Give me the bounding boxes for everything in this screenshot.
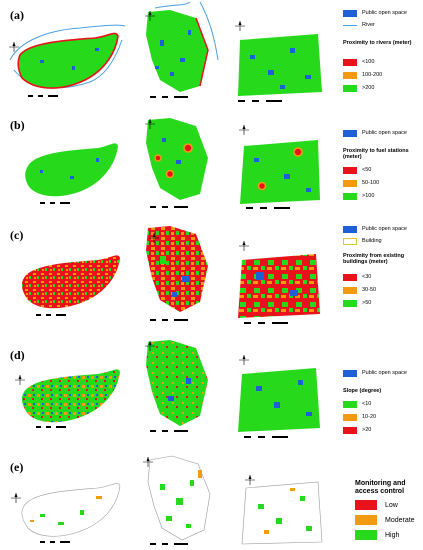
- scale-bar-icon: [40, 202, 70, 204]
- legend-label: 30-50: [362, 287, 377, 293]
- legend-label: 10-20: [362, 414, 377, 420]
- scale-bar-icon: [36, 314, 66, 316]
- red-swatch: [355, 500, 377, 510]
- scale-bar-icon: [244, 322, 288, 324]
- open-space-swatch: [343, 226, 357, 233]
- green-swatch: [343, 300, 357, 307]
- orange-swatch: [343, 180, 357, 187]
- legend-label: <100: [362, 59, 375, 65]
- north-arrow-icon: [145, 341, 155, 351]
- red-swatch: [343, 427, 357, 434]
- river-swatch: [343, 25, 357, 26]
- legend-label: Public open space: [362, 226, 407, 232]
- panel-label: (d): [10, 348, 25, 362]
- orange-swatch: [355, 515, 377, 525]
- north-arrow-icon: [145, 119, 155, 129]
- north-arrow-icon: [15, 375, 25, 385]
- legend-label: <30: [362, 274, 372, 280]
- map-district-1: [21, 226, 320, 324]
- north-arrow-icon: [239, 125, 249, 135]
- legend-label: >200: [362, 85, 375, 91]
- north-arrow-icon: [239, 241, 249, 251]
- scale-bar-icon: [36, 426, 66, 428]
- legend-label: Low: [385, 502, 398, 509]
- legend-label: High: [385, 532, 400, 539]
- north-arrow-icon: [235, 21, 245, 31]
- legend-title: Monitoring and access control: [355, 480, 406, 496]
- scale-bar-icon: [246, 207, 290, 209]
- panel-e: (e) Monitoring and access: [0, 440, 423, 550]
- north-arrow-icon: [239, 355, 249, 365]
- legend-label: Building: [362, 238, 382, 244]
- panel-label: (a): [10, 8, 24, 22]
- scale-bar-icon: [238, 100, 282, 102]
- north-arrow-icon: [9, 42, 19, 52]
- scale-bar-icon: [150, 319, 188, 321]
- scale-bar-icon: [28, 95, 58, 97]
- north-arrow-icon: [143, 457, 153, 467]
- orange-swatch: [343, 72, 357, 79]
- red-swatch: [343, 274, 357, 281]
- north-arrow-icon: [145, 11, 155, 21]
- red-swatch: [343, 167, 357, 174]
- panel-c: (c): [0, 216, 423, 330]
- panel-label: (b): [10, 118, 25, 132]
- legend-label: River: [362, 22, 375, 28]
- orange-swatch: [343, 414, 357, 421]
- legend-d: Public open space Slope (degree) <10 10-…: [343, 370, 423, 440]
- green-swatch: [343, 85, 357, 92]
- scale-bar-icon: [150, 430, 188, 432]
- scale-bar-icon: [150, 96, 188, 98]
- legend-label: 100-200: [362, 72, 383, 78]
- open-space-swatch: [343, 370, 357, 377]
- legend-title: Proximity to rivers (meter): [343, 40, 412, 46]
- legend-label: Public open space: [362, 370, 407, 376]
- legend-label: <10: [362, 401, 372, 407]
- panel-a: (a): [0, 0, 423, 108]
- panel-label: (c): [10, 228, 24, 242]
- legend-label: 50-100: [362, 180, 380, 186]
- map-district-1: [9, 1, 322, 102]
- legend-title: Proximity to fuel stations (meter): [343, 148, 409, 161]
- panel-label: (e): [10, 460, 24, 474]
- map-district-1: [11, 455, 323, 545]
- map-district-1: [25, 118, 320, 209]
- legend-title: Proximity from existing buildings (meter…: [343, 253, 405, 266]
- scale-bar-icon: [40, 541, 70, 543]
- green-swatch: [355, 530, 377, 540]
- open-space-swatch: [343, 130, 357, 137]
- north-arrow-icon: [11, 493, 21, 503]
- legend-c: Public open space Building Proximity fro…: [343, 226, 423, 326]
- panel-b: (b) Public open space Proximity to: [0, 108, 423, 216]
- scale-bar-icon: [150, 206, 188, 208]
- legend-label: Public open space: [362, 10, 407, 16]
- red-swatch: [343, 59, 357, 66]
- legend-label: >100: [362, 193, 375, 199]
- green-swatch: [343, 401, 357, 408]
- legend-e: Monitoring and access control Low Modera…: [355, 480, 423, 546]
- legend-label: >50: [362, 300, 372, 306]
- map-district-1: [15, 340, 320, 438]
- orange-swatch: [343, 287, 357, 294]
- scale-bar-icon: [150, 543, 188, 545]
- legend-label: >20: [362, 427, 372, 433]
- north-arrow-icon: [149, 233, 159, 243]
- scale-bar-icon: [244, 436, 288, 438]
- panel-d: (d): [0, 330, 423, 440]
- open-space-swatch: [343, 10, 357, 17]
- building-swatch: [343, 238, 357, 245]
- legend-a: Public open space River Proximity to riv…: [343, 10, 423, 105]
- legend-label: <50: [362, 167, 372, 173]
- legend-label: Moderate: [385, 517, 415, 524]
- green-swatch: [343, 193, 357, 200]
- legend-label: Public open space: [362, 130, 407, 136]
- north-arrow-icon: [245, 475, 255, 485]
- legend-title: Slope (degree): [343, 388, 382, 394]
- legend-b: Public open space Proximity to fuel stat…: [343, 130, 423, 210]
